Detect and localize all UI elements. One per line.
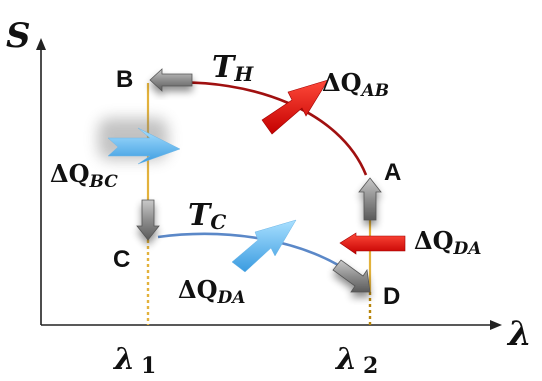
arrow-c-to-d [332,259,371,293]
temp-hot-symbol: T [212,50,237,85]
tick-lambda2-sub: 2 [363,353,378,379]
arrow-to-b [149,68,193,92]
tick-lambda1-sub: 1 [141,353,156,379]
tick-lambda1-symbol: λ [112,342,135,377]
heat-da-right-sub: DA [453,239,482,259]
heat-da-right-prefix: ΔQ [414,226,454,255]
arrow-b-to-c [136,199,160,241]
point-label-d: D [383,283,400,310]
heat-ab-sub: AB [360,81,390,101]
heat-arrow-da-bottom [231,219,297,273]
heat-ab-prefix: ΔQ [322,68,362,97]
heat-da-bottom-sub: DA [217,288,246,308]
y-axis-label: S [6,16,31,56]
arrow-d-to-a [358,177,382,221]
heat-label-ab: ΔQAB [322,68,389,101]
heat-label-bc: ΔQBC [50,159,118,192]
point-label-b: B [116,66,133,93]
axes: S λ [6,16,532,354]
heat-arrow-bc [107,127,181,165]
x-axis-label: λ [506,314,532,354]
point-label-c: C [113,246,130,273]
temp-cold-sub: C [210,210,226,234]
temp-label-cold: TC [188,198,226,234]
x-axis-arrowhead [490,320,502,330]
heat-arrow-ab [261,79,329,135]
temp-hot-sub: H [233,62,254,86]
tick-lambda2-symbol: λ [334,342,357,377]
heat-da-bottom-prefix: ΔQ [178,275,218,304]
temp-cold-symbol: T [188,198,213,233]
heat-bc-sub: BC [89,172,119,192]
process-arrows [136,68,382,293]
y-axis-arrowhead [36,38,46,50]
heat-arrow-da-right [339,232,406,255]
heat-arrows [98,79,406,273]
heat-bc-prefix: ΔQ [50,159,90,188]
point-label-a: A [384,159,401,186]
temp-label-hot: TH [212,50,254,86]
heat-label-da-bottom: ΔQDA [178,275,245,308]
heat-label-da-right: ΔQDA [414,226,481,259]
